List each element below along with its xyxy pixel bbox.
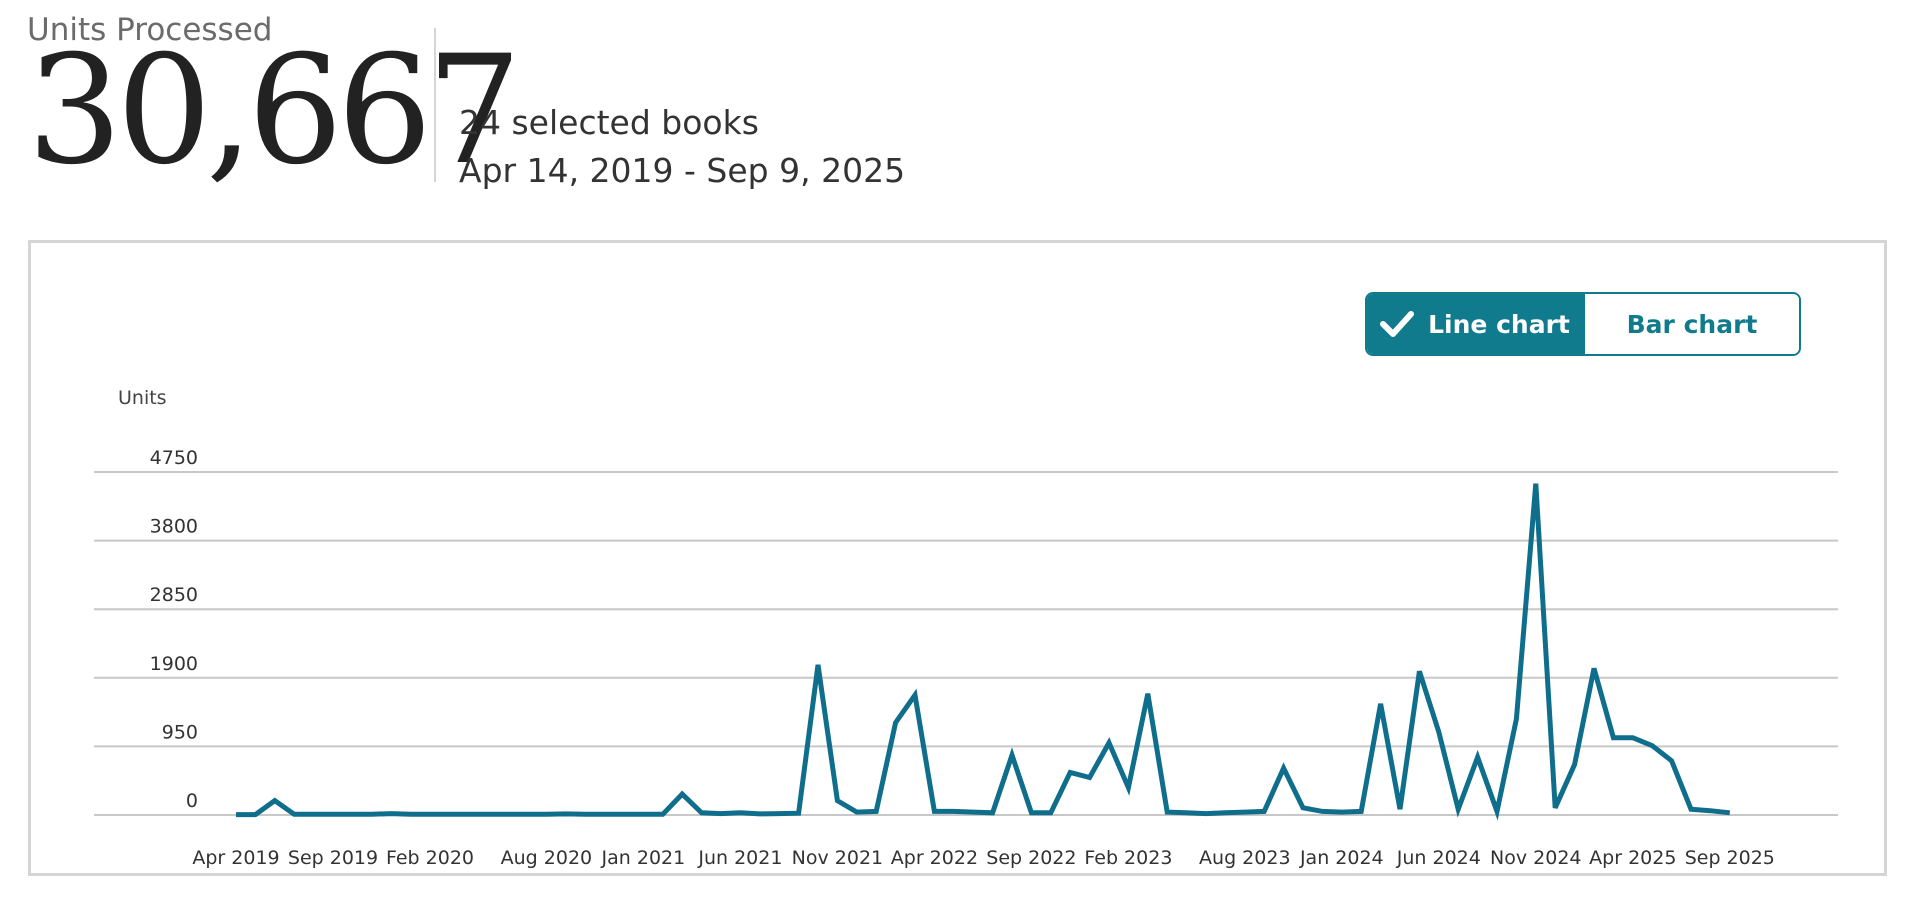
x-tick-label: Apr 2022 — [891, 847, 978, 869]
checkmark-icon — [1380, 310, 1415, 338]
y-tick-label: 3800 — [150, 516, 198, 538]
x-tick-label: Sep 2019 — [288, 847, 378, 869]
x-tick-label: Jun 2021 — [697, 847, 782, 869]
x-tick-label: Jan 2021 — [601, 847, 686, 869]
bar-chart-label: Bar chart — [1626, 309, 1758, 339]
line-chart-button[interactable]: Line chart — [1367, 294, 1583, 354]
x-tick-label: Nov 2024 — [1490, 847, 1581, 869]
x-tick-label: Sep 2022 — [986, 847, 1076, 869]
y-tick-label: 2850 — [150, 584, 198, 606]
y-axis-label: Units — [118, 387, 167, 409]
chart-type-toggle: Line chart Bar chart — [1365, 292, 1801, 356]
line-chart-label: Line chart — [1428, 309, 1570, 339]
y-tick-label: 1900 — [150, 653, 198, 675]
y-tick-label: 4750 — [150, 447, 198, 469]
x-tick-label: Sep 2025 — [1685, 847, 1775, 869]
x-tick-label: Jun 2024 — [1396, 847, 1481, 869]
metric-value: 30,667 — [27, 24, 522, 198]
bar-chart-button[interactable]: Bar chart — [1583, 294, 1799, 354]
line-chart: Units 0 950 1900 2850 3800 4750 Apr 2019 Sep 201… — [94, 387, 1838, 869]
chart-panel: Units 0 950 1900 2850 3800 4750 Apr 2019 Sep 201… — [28, 240, 1887, 876]
x-tick-label: Feb 2023 — [1084, 847, 1172, 869]
x-tick-label: Nov 2021 — [792, 847, 883, 869]
y-tick-label: 0 — [186, 790, 198, 812]
metric-label: Units Processed — [27, 12, 273, 48]
x-tick-label: Aug 2020 — [501, 847, 593, 869]
divider — [434, 28, 436, 182]
y-tick-label: 950 — [162, 721, 198, 743]
x-tick-label: Apr 2025 — [1589, 847, 1676, 869]
summary-meta: 24 selected books Apr 14, 2019 - Sep 9, … — [459, 99, 905, 195]
x-tick-label: Aug 2023 — [1199, 847, 1291, 869]
x-tick-label: Apr 2019 — [192, 847, 279, 869]
x-tick-label: Feb 2020 — [386, 847, 474, 869]
date-range-text: Apr 14, 2019 - Sep 9, 2025 — [459, 151, 906, 190]
summary-header: Units Processed 30,667 24 selected books… — [27, 6, 927, 198]
x-tick-label: Jan 2024 — [1299, 847, 1384, 869]
selected-books-text: 24 selected books — [459, 103, 759, 142]
data-line — [236, 483, 1731, 821]
